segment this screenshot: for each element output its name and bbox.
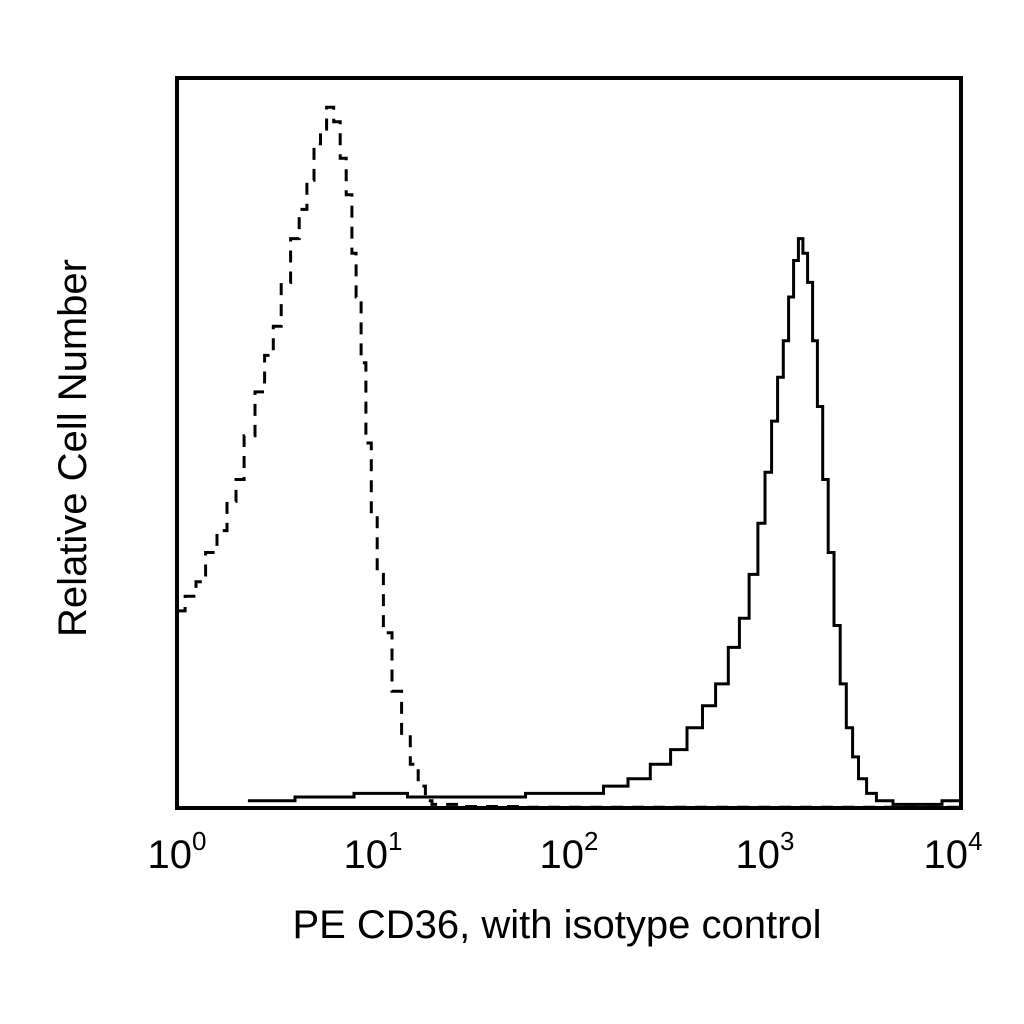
isotype-control-histogram-line: [177, 105, 961, 809]
x-tick-exponent: 1: [388, 826, 402, 856]
x-tick-label: 100: [148, 826, 207, 877]
y-axis-label: Relative Cell Number: [51, 259, 95, 637]
x-tick-base: 10: [736, 833, 781, 877]
x-tick-base: 10: [148, 833, 193, 877]
series-layer: [177, 105, 961, 809]
x-tick-exponent: 0: [192, 826, 206, 856]
x-tick-label: 104: [924, 826, 983, 877]
pe-cd36-histogram-line: [247, 237, 961, 806]
x-axis-ticks: 100 101 102 103 104: [148, 826, 983, 877]
plot-frame: [175, 76, 963, 810]
x-tick-base: 10: [924, 833, 969, 877]
x-tick-label: 103: [736, 826, 795, 877]
x-tick-exponent: 2: [584, 826, 598, 856]
x-tick-base: 10: [540, 833, 585, 877]
x-tick-label: 102: [540, 826, 599, 877]
x-tick-label: 101: [344, 826, 403, 877]
x-tick-exponent: 4: [968, 826, 982, 856]
x-tick-base: 10: [344, 833, 389, 877]
x-axis-label: PE CD36, with isotype control: [292, 903, 821, 947]
x-tick-exponent: 3: [780, 826, 794, 856]
